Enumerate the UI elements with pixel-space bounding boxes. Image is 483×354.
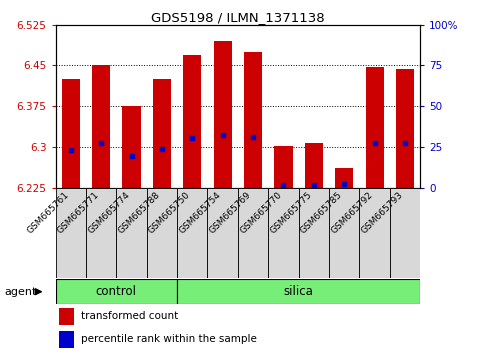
Bar [92, 65, 110, 188]
Bar [366, 67, 384, 188]
Text: control: control [96, 285, 137, 298]
Bar [298, 188, 329, 278]
Bar [268, 188, 298, 278]
Bar [116, 188, 147, 278]
Bar [238, 188, 268, 278]
Bar [390, 188, 420, 278]
Text: agent: agent [4, 287, 37, 297]
Text: GSM665769: GSM665769 [208, 190, 253, 235]
Bar [62, 79, 80, 188]
Bar [56, 188, 86, 278]
Text: GSM665788: GSM665788 [117, 190, 162, 235]
Text: GSM665754: GSM665754 [178, 190, 223, 235]
Text: GSM665770: GSM665770 [238, 190, 284, 235]
Text: GSM665793: GSM665793 [360, 190, 405, 235]
Bar [177, 279, 420, 304]
Text: GSM665775: GSM665775 [269, 190, 314, 235]
Title: GDS5198 / ILMN_1371138: GDS5198 / ILMN_1371138 [151, 11, 325, 24]
Bar [329, 188, 359, 278]
Bar [59, 331, 74, 348]
Text: GSM665785: GSM665785 [299, 190, 344, 235]
Bar [153, 79, 171, 188]
Bar [396, 69, 414, 188]
Bar [244, 52, 262, 188]
Bar [305, 143, 323, 188]
Bar [274, 146, 293, 188]
Text: percentile rank within the sample: percentile rank within the sample [81, 335, 257, 344]
Text: transformed count: transformed count [81, 312, 178, 321]
Text: GSM665750: GSM665750 [147, 190, 192, 235]
Text: GSM665792: GSM665792 [329, 190, 375, 235]
Bar [335, 167, 354, 188]
Bar [86, 188, 116, 278]
Bar [56, 279, 177, 304]
Bar [183, 55, 201, 188]
Bar [147, 188, 177, 278]
Bar [122, 106, 141, 188]
Bar [213, 41, 232, 188]
Bar [208, 188, 238, 278]
Text: GSM665771: GSM665771 [56, 190, 101, 235]
Bar [359, 188, 390, 278]
Text: silica: silica [284, 285, 313, 298]
Text: GSM665774: GSM665774 [86, 190, 131, 235]
Text: GSM665761: GSM665761 [26, 190, 71, 235]
Bar [59, 308, 74, 325]
Bar [177, 188, 208, 278]
